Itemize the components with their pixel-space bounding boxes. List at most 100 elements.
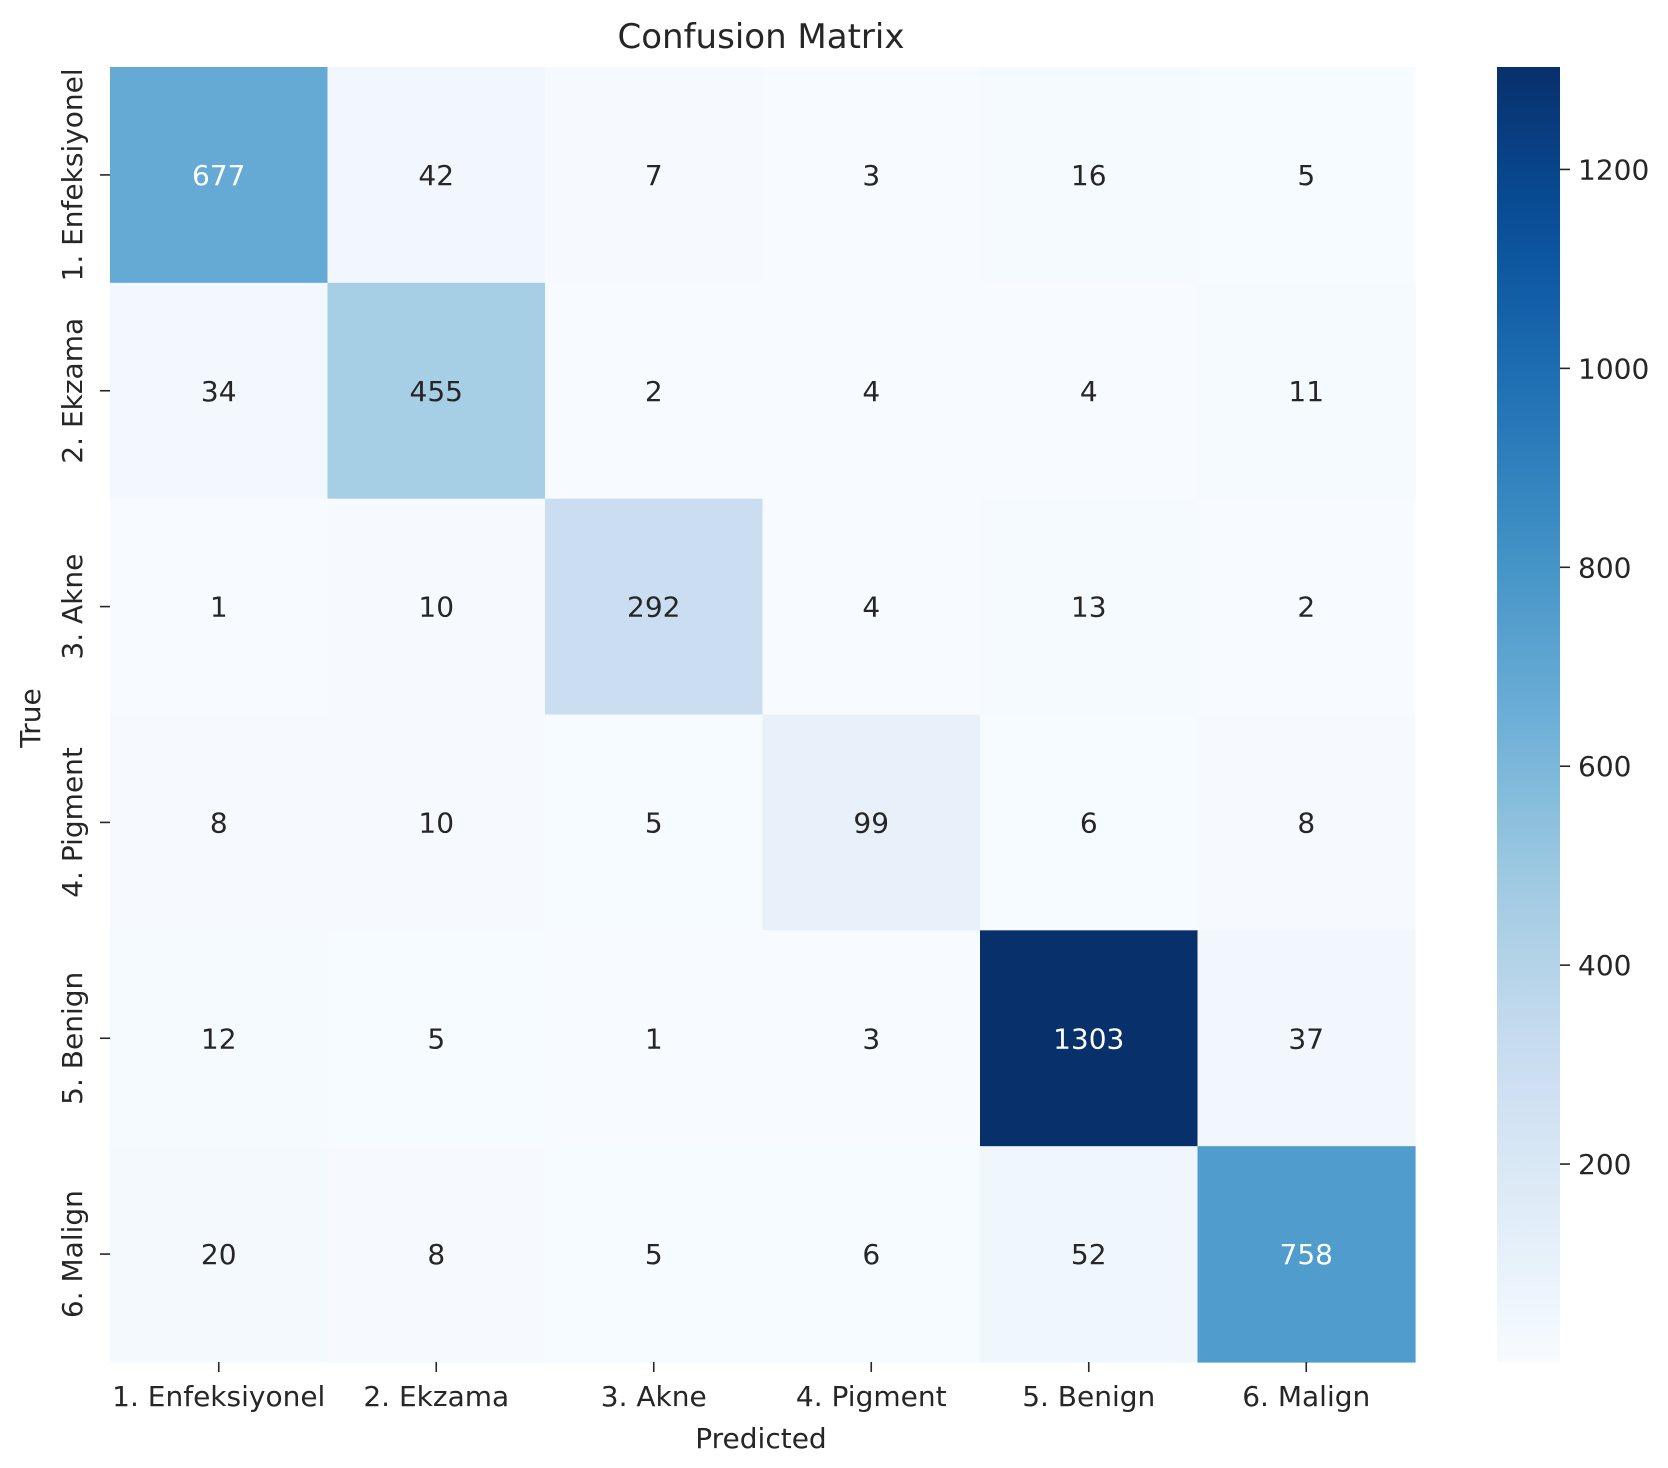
cell-value-label: 1303 [1053,1022,1124,1055]
cell-value-label: 10 [418,806,454,839]
x-tick-label: 2. Ekzama [363,1380,509,1413]
heatmap-cell [110,930,329,1147]
cell-value-label: 3 [862,1022,880,1055]
heatmap-cell [980,930,1199,1147]
x-tick-label: 5. Benign [1022,1380,1155,1413]
y-tick-label: 2. Ekzama [56,318,89,464]
x-tick-label: 6. Malign [1242,1380,1370,1413]
cell-value-label: 1 [210,591,228,624]
cell-value-label: 5 [645,806,663,839]
heatmap-cell [110,498,329,716]
colorbar-tick-label: 200 [1578,1148,1631,1181]
heatmap-cell [762,1146,981,1363]
heatmap-cell [980,1146,1199,1363]
cell-value-label: 11 [1288,375,1324,408]
colorbar: 200 400 600 800 1000 1200 [1497,67,1649,1362]
heatmap-cell [545,930,764,1147]
cell-value-label: 6 [1080,806,1098,839]
heatmap-cell [545,498,764,716]
colorbar-tick-label: 1200 [1578,153,1649,186]
cell-value-label: 12 [201,1022,237,1055]
y-tick-label: 1. Enfeksiyonel [56,68,89,281]
heatmap-cell [762,282,981,500]
chart-title: Confusion Matrix [618,17,905,57]
heatmap-cell [110,714,329,931]
cell-value-label: 42 [418,159,454,192]
heatmap-cells [110,67,1416,1363]
colorbar-tick-label: 600 [1578,750,1631,783]
heatmap-cell [762,930,981,1147]
cell-value-label: 4 [862,375,880,408]
colorbar-gradient [1497,67,1560,1362]
colorbar-tick-label: 400 [1578,949,1631,982]
cell-value-label: 292 [627,591,680,624]
heatmap-cell [327,282,546,500]
heatmap-cell [545,282,764,500]
heatmap-cell [762,498,981,716]
x-tick-label: 4. Pigment [796,1380,947,1413]
heatmap-cell [327,930,546,1147]
heatmap-cell [1197,930,1416,1147]
cell-value-label: 1 [645,1022,663,1055]
heatmap-cell [327,1146,546,1363]
cell-value-label: 37 [1288,1022,1324,1055]
heatmap-cell [762,67,981,284]
cell-value-label: 10 [418,591,454,624]
heatmap-cell [1197,67,1416,284]
heatmap-cell [110,1146,329,1363]
cell-value-label: 4 [1080,375,1098,408]
heatmap-cell [1197,282,1416,500]
heatmap-cell [980,282,1199,500]
heatmap-cell [110,282,329,500]
heatmap-cell [545,1146,764,1363]
heatmap-cell [327,67,546,284]
heatmap-cell [980,498,1199,716]
cell-value-label: 5 [427,1022,445,1055]
cell-value-label: 8 [1297,806,1315,839]
heatmap-cell [545,714,764,931]
y-tick-label: 4. Pigment [56,747,89,898]
y-tick-label: 5. Benign [56,972,89,1105]
cell-value-label: 455 [410,375,463,408]
heatmap-cell [327,714,546,931]
x-axis-ticks: 1. Enfeksiyonel 2. Ekzama 3. Akne 4. Pigmen… [112,1362,1370,1413]
cell-value-label: 13 [1071,591,1107,624]
cell-value-label: 8 [427,1238,445,1271]
heatmap-cell [762,714,981,931]
heatmap-cell [980,67,1199,284]
heatmap-cell [980,714,1199,931]
y-tick-label: 3. Akne [56,554,89,660]
cell-value-label: 4 [862,591,880,624]
cell-value-label: 677 [192,159,245,192]
heatmap-cell [1197,714,1416,931]
x-tick-label: 1. Enfeksiyonel [112,1380,325,1413]
cell-value-label: 8 [210,806,228,839]
heatmap-cell [1197,1146,1416,1363]
cell-value-label: 7 [645,159,663,192]
y-axis-ticks: 1. Enfeksiyonel 2. Ekzama 3. Akne 4. Pigmen… [56,68,110,1318]
colorbar-tick-label: 800 [1578,551,1631,584]
cell-value-label: 99 [853,806,889,839]
cell-value-label: 6 [862,1238,880,1271]
y-tick-label: 6. Malign [56,1190,89,1318]
heatmap-cell [1197,498,1416,716]
cell-value-label: 5 [1297,159,1315,192]
heatmap-cell [545,67,764,284]
cell-value-label: 758 [1280,1238,1333,1271]
cell-value-label: 34 [201,375,237,408]
x-tick-label: 3. Akne [601,1380,707,1413]
cell-value-label: 5 [645,1238,663,1271]
cell-value-label: 52 [1071,1238,1107,1271]
x-axis-label: Predicted [695,1422,826,1455]
heatmap-cell [110,67,329,284]
cell-value-label: 20 [201,1238,237,1271]
cell-value-label: 2 [645,375,663,408]
y-axis-label: True [14,688,47,748]
heatmap-cell [327,498,546,716]
cell-value-label: 3 [862,159,880,192]
cell-value-label: 2 [1297,591,1315,624]
colorbar-tick-label: 1000 [1578,352,1649,385]
cell-value-label: 16 [1071,159,1107,192]
heatmap-cell-labels: 677 42 7 3 16 534 455 2 4 4 111 10 292 4 13 28 10 5 99 6 812… [192,159,1333,1271]
